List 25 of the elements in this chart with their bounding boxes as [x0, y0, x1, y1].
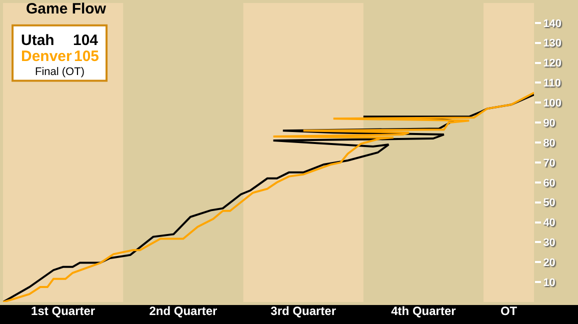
- x-tick-label: 4th Quarter: [391, 304, 456, 318]
- text: Denver: [21, 48, 72, 65]
- y-tick-label: 130: [543, 38, 562, 50]
- y-tick-label: 90: [543, 117, 556, 130]
- x-tick-label: 3rd Quarter: [270, 304, 336, 318]
- x-tick-label: 1st Quarter: [31, 304, 96, 318]
- annotation: Final (OT): [35, 66, 84, 78]
- y-tick-label: 10: [543, 276, 556, 289]
- y-tick-label: 140: [543, 18, 562, 30]
- y-tick-label: 50: [543, 197, 556, 210]
- y-tick-label: 60: [543, 177, 556, 190]
- y-tick-label: 80: [543, 137, 556, 150]
- y-tick-label: 30: [543, 237, 556, 250]
- chart-title: Game Flow: [26, 0, 106, 18]
- y-tick-label: 40: [543, 217, 556, 230]
- y-tick-label: 100: [543, 98, 562, 110]
- x-tick-label: OT: [500, 304, 518, 318]
- annotation: 104: [73, 32, 99, 49]
- annotation: 105: [74, 48, 100, 65]
- y-tick-label: 110: [543, 78, 561, 90]
- y-tick-label: 120: [543, 58, 562, 70]
- text: Utah: [21, 32, 54, 49]
- y-tick-label: 70: [543, 157, 556, 170]
- x-tick-label: 2nd Quarter: [149, 304, 218, 318]
- y-tick-label: 20: [543, 256, 556, 269]
